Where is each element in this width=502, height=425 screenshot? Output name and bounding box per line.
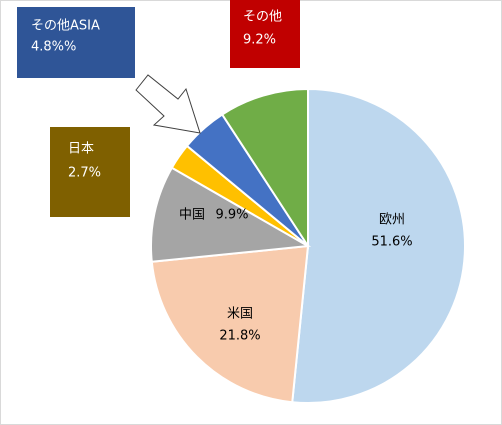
category-label: その他ASIA bbox=[31, 19, 100, 34]
label-box bbox=[230, 0, 300, 68]
pie-slice bbox=[220, 87, 309, 250]
label-box bbox=[50, 127, 130, 217]
category-label: 日本 bbox=[68, 142, 94, 157]
category-label: 中国 bbox=[179, 208, 205, 223]
pie-slice bbox=[150, 244, 310, 404]
category-label: その他 bbox=[243, 10, 282, 25]
value-label: 21.8% bbox=[219, 329, 260, 344]
callout-arrow bbox=[135, 74, 201, 134]
value-label: 9.2% bbox=[243, 33, 276, 48]
value-label: 2.7% bbox=[68, 166, 101, 181]
value-label: 4.8%% bbox=[31, 40, 76, 55]
pie bbox=[150, 87, 466, 404]
label-box bbox=[17, 7, 135, 78]
labels: 欧州 51.6% 米国 21.8% 中国 9.9% 日本 2.7% その他ASIA 4.8%% その… bbox=[17, 0, 413, 344]
pie-slice bbox=[150, 166, 312, 263]
value-label: 9.9% bbox=[215, 208, 248, 223]
category-label: 米国 bbox=[227, 307, 253, 322]
value-label: 51.6% bbox=[371, 235, 412, 250]
category-label: 欧州 bbox=[379, 213, 405, 228]
pie-slice bbox=[291, 87, 466, 404]
